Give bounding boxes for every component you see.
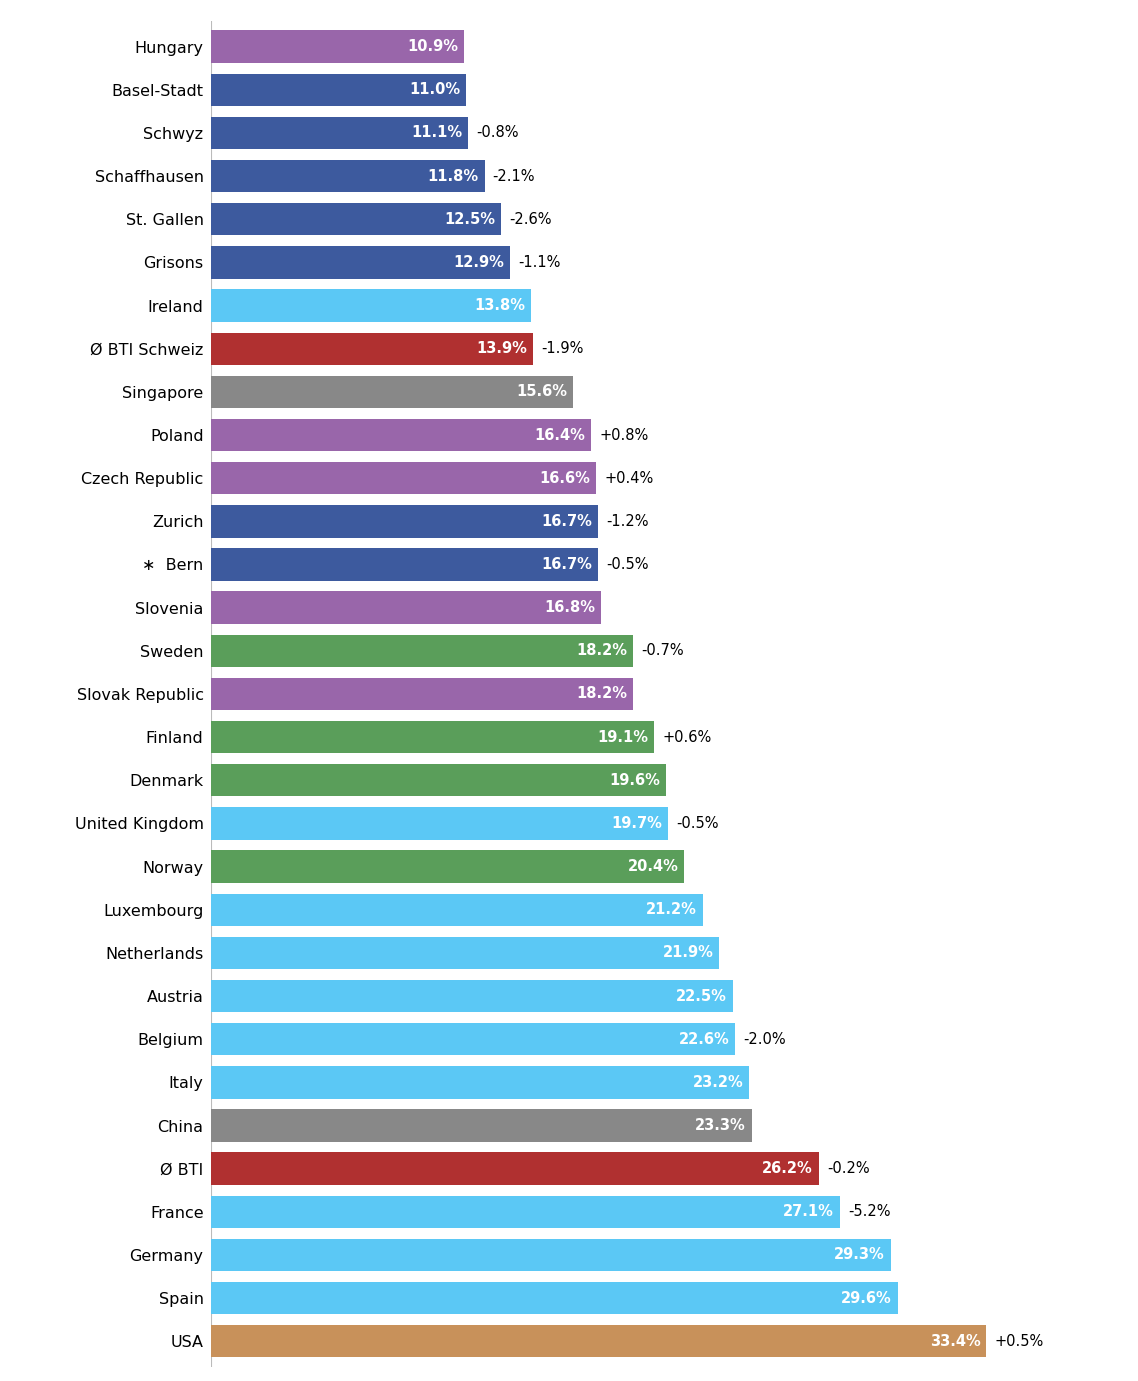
Text: 11.1%: 11.1% (411, 126, 462, 141)
Text: 18.2%: 18.2% (576, 644, 627, 659)
Text: 19.1%: 19.1% (597, 729, 649, 744)
Bar (211, 333, 534, 365)
Bar (211, 591, 601, 624)
Text: -0.5%: -0.5% (607, 557, 649, 572)
Bar (211, 981, 733, 1012)
Bar (211, 1326, 987, 1358)
Text: 16.6%: 16.6% (539, 471, 591, 486)
Bar (211, 1109, 751, 1142)
Text: -5.2%: -5.2% (848, 1204, 890, 1219)
Text: 33.4%: 33.4% (930, 1334, 980, 1349)
Text: 10.9%: 10.9% (407, 39, 457, 54)
Bar (211, 1023, 735, 1055)
Bar (211, 73, 465, 106)
Text: 23.2%: 23.2% (693, 1074, 743, 1090)
Text: 27.1%: 27.1% (783, 1204, 834, 1219)
Bar (211, 764, 666, 797)
Text: -2.1%: -2.1% (493, 168, 535, 184)
Text: 16.8%: 16.8% (544, 601, 595, 615)
Text: 22.6%: 22.6% (678, 1032, 729, 1047)
Bar (211, 1196, 840, 1228)
Text: -1.1%: -1.1% (518, 255, 561, 269)
Bar (211, 808, 668, 840)
Text: +0.8%: +0.8% (600, 428, 649, 442)
Bar (211, 376, 572, 407)
Bar (211, 463, 596, 494)
Text: 22.5%: 22.5% (676, 989, 727, 1004)
Bar (211, 117, 469, 149)
Text: 18.2%: 18.2% (576, 686, 627, 702)
Text: -2.0%: -2.0% (743, 1032, 786, 1047)
Text: +0.4%: +0.4% (604, 471, 653, 486)
Bar (211, 894, 703, 925)
Text: -0.7%: -0.7% (642, 644, 684, 659)
Bar (211, 1066, 749, 1098)
Text: 13.9%: 13.9% (477, 341, 528, 356)
Text: 21.2%: 21.2% (646, 902, 696, 917)
Bar (211, 418, 592, 452)
Bar (211, 246, 510, 279)
Bar (211, 851, 684, 882)
Bar (211, 505, 599, 537)
Bar (211, 1282, 898, 1315)
Text: 15.6%: 15.6% (516, 384, 567, 399)
Text: -1.2%: -1.2% (607, 514, 649, 529)
Text: 13.8%: 13.8% (475, 298, 525, 313)
Text: 16.7%: 16.7% (542, 557, 593, 572)
Text: 16.4%: 16.4% (535, 428, 586, 442)
Text: 12.9%: 12.9% (453, 255, 504, 269)
Text: 23.3%: 23.3% (695, 1119, 745, 1132)
Text: +0.5%: +0.5% (995, 1334, 1044, 1349)
Text: 29.6%: 29.6% (841, 1291, 892, 1305)
Text: 11.8%: 11.8% (428, 168, 479, 184)
Bar (211, 203, 501, 235)
Text: -1.9%: -1.9% (542, 341, 584, 356)
Bar (211, 548, 599, 580)
Bar (211, 160, 485, 192)
Text: -2.6%: -2.6% (509, 211, 552, 226)
Text: -0.5%: -0.5% (676, 816, 718, 831)
Bar (211, 678, 633, 710)
Text: 11.0%: 11.0% (409, 83, 460, 97)
Text: 16.7%: 16.7% (542, 514, 593, 529)
Text: -0.2%: -0.2% (827, 1161, 869, 1177)
Bar (211, 30, 463, 62)
Bar (211, 1239, 891, 1271)
Bar (211, 1153, 819, 1185)
Text: 20.4%: 20.4% (627, 859, 678, 874)
Text: 19.7%: 19.7% (611, 816, 662, 831)
Bar (211, 290, 531, 322)
Bar (211, 635, 633, 667)
Bar (211, 936, 719, 969)
Text: +0.6%: +0.6% (662, 729, 711, 744)
Text: 26.2%: 26.2% (762, 1161, 814, 1177)
Text: 19.6%: 19.6% (609, 773, 660, 787)
Text: 29.3%: 29.3% (834, 1247, 885, 1262)
Text: -0.8%: -0.8% (477, 126, 519, 141)
Text: 21.9%: 21.9% (662, 946, 714, 960)
Bar (211, 721, 654, 753)
Text: 12.5%: 12.5% (444, 211, 495, 226)
